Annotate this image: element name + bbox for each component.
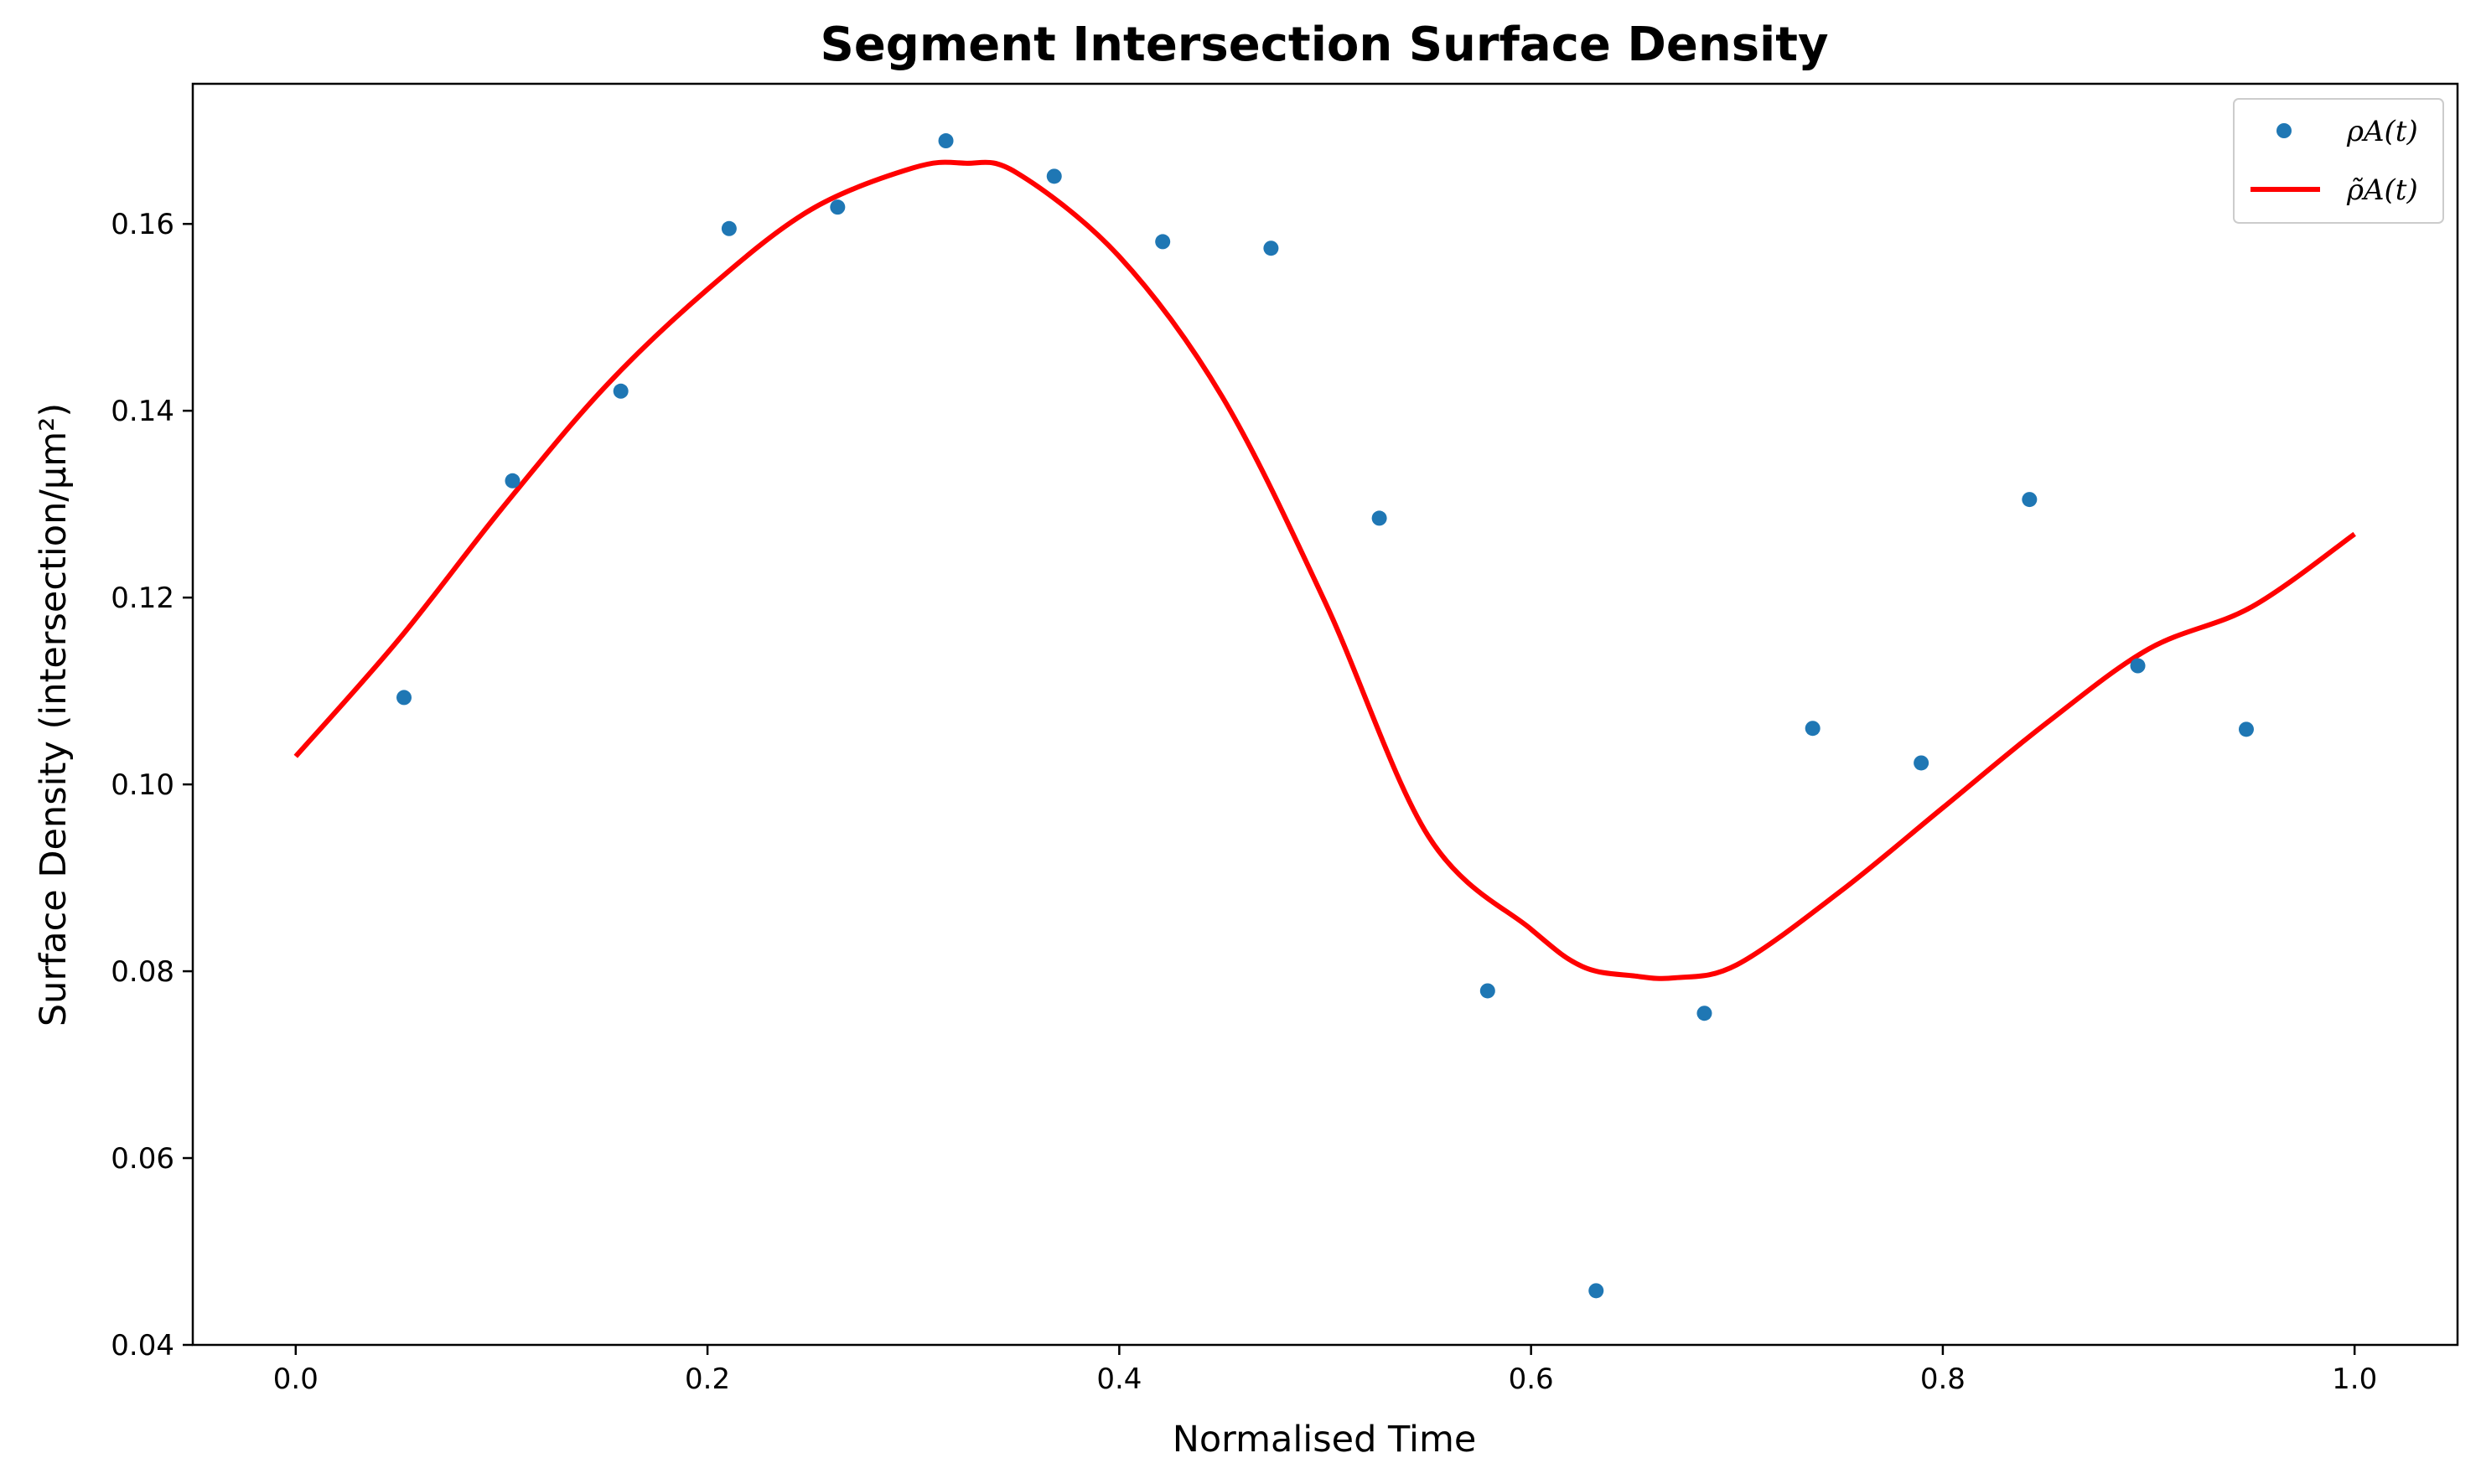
data-point [938,133,954,149]
x-axis: 0.0 0.2 0.4 0.6 0.8 1.0 [273,1345,2377,1396]
data-point [1046,168,1062,184]
data-point [1155,234,1171,250]
legend: ρA(t) ρ̃A(t) [2233,98,2444,224]
x-tick-label: 0.8 [1920,1362,1966,1396]
y-tick-label: 0.08 [111,955,174,989]
y-tick-label: 0.10 [111,768,174,802]
data-point [2130,658,2146,674]
legend-label-line: ρ̃A(t) [2346,173,2418,207]
data-point [2022,492,2038,508]
chart-title: Segment Intersection Surface Density [820,18,1828,72]
data-point [1696,1006,1712,1021]
y-tick-label: 0.16 [111,208,174,241]
scatter-series [396,133,2254,1299]
y-tick-label: 0.14 [111,395,174,428]
legend-marker-points [2276,123,2292,138]
y-axis: 0.04 0.06 0.08 0.10 0.12 0.14 0.16 [111,208,193,1362]
data-point [1263,240,1279,256]
y-tick-label: 0.04 [111,1329,174,1362]
x-tick-label: 1.0 [2332,1362,2377,1396]
fit-line [293,159,2356,981]
data-point [505,473,521,489]
data-point [2238,721,2254,737]
data-point [830,199,846,215]
y-axis-label: Surface Density (intersection/μm²) [33,403,75,1026]
x-axis-label: Normalised Time [1173,1419,1477,1461]
legend-label-points: ρA(t) [2346,115,2418,148]
fit-line-series [293,159,2356,981]
plot-frame [191,82,2459,1347]
data-point [1914,755,1929,771]
data-point [1805,721,1821,737]
data-point [396,690,412,706]
data-point [721,220,737,236]
data-point [1371,510,1387,526]
data-point [1588,1283,1604,1299]
data-point [613,383,629,399]
x-tick-label: 0.4 [1096,1362,1142,1396]
y-tick-label: 0.12 [111,582,174,615]
data-point [1479,983,1495,999]
x-tick-label: 0.6 [1509,1362,1554,1396]
x-tick-label: 0.0 [273,1362,319,1396]
y-tick-label: 0.06 [111,1142,174,1176]
x-tick-label: 0.2 [685,1362,730,1396]
